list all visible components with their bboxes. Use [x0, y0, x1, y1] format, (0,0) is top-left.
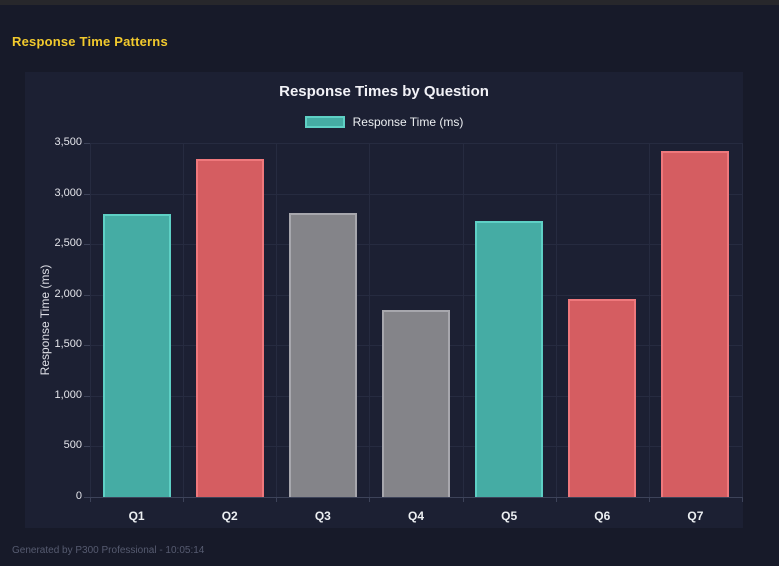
x-tick-mark: [90, 497, 91, 502]
y-tick-label: 3,000: [54, 186, 82, 199]
plot-area: [84, 143, 743, 502]
gridline-vertical: [648, 143, 650, 497]
page-title: Response Time Patterns: [12, 34, 168, 49]
x-axis-labels: Q1 Q2 Q3 Q4 Q5 Q6 Q7: [90, 509, 742, 525]
chart-title: Response Times by Question: [279, 83, 489, 100]
x-label-q5: Q5: [501, 509, 518, 523]
y-tick-label: 3,500: [54, 136, 82, 148]
legend-swatch: [304, 116, 345, 128]
x-tick-mark: [742, 497, 743, 502]
y-tick-mark: [84, 446, 90, 448]
gridline-horizontal: [90, 244, 742, 246]
y-tick-label: 0: [75, 490, 82, 502]
x-tick-mark: [462, 497, 464, 502]
x-tick-mark: [369, 497, 371, 502]
y-tick-mark: [84, 143, 90, 144]
x-label-q7: Q7: [687, 509, 704, 523]
y-tick-label: 2,500: [54, 237, 82, 250]
gridline-horizontal: [90, 294, 742, 296]
footer-text: Generated by P300 Professional - 10:05:1…: [12, 545, 205, 556]
x-label-q4: Q4: [407, 509, 424, 523]
y-tick-label: 1,000: [54, 388, 82, 401]
bar-q1[interactable]: [102, 213, 171, 497]
y-tick-label: 500: [63, 439, 82, 452]
x-tick-mark: [648, 497, 650, 502]
bar-q2[interactable]: [195, 159, 264, 497]
bar-q5[interactable]: [475, 220, 544, 497]
chart-card: Response Times by Question Response Time…: [25, 72, 743, 528]
x-tick-mark: [555, 497, 557, 502]
gridline-vertical: [90, 143, 91, 497]
gridline-vertical: [462, 143, 464, 497]
gridline-vertical: [183, 143, 185, 497]
x-label-q1: Q1: [128, 509, 145, 523]
y-tick-label: 1,500: [54, 338, 82, 351]
y-tick-mark: [84, 193, 90, 195]
x-label-q2: Q2: [221, 509, 238, 523]
y-tick-mark: [84, 497, 90, 498]
x-tick-mark: [276, 497, 278, 502]
bar-q6[interactable]: [568, 298, 637, 497]
x-label-q3: Q3: [314, 509, 331, 523]
gridline-vertical: [276, 143, 278, 497]
gridline-horizontal: [90, 143, 742, 144]
bar-q3[interactable]: [288, 212, 357, 497]
y-tick-mark: [84, 395, 90, 397]
y-tick-mark: [84, 345, 90, 347]
gridline-horizontal: [90, 193, 742, 195]
x-tick-mark: [183, 497, 185, 502]
bar-q4[interactable]: [382, 309, 450, 497]
top-bar: [0, 0, 779, 5]
x-label-q6: Q6: [594, 509, 611, 523]
y-axis-labels: 3,500 3,000 2,500 2,000 1,500 1,000 500 0: [25, 136, 82, 502]
y-tick-mark: [84, 294, 90, 296]
y-tick-mark: [84, 244, 90, 246]
bar-q7[interactable]: [661, 151, 730, 497]
gridline-vertical: [742, 143, 743, 497]
legend-label: Response Time (ms): [352, 115, 464, 129]
gridline-vertical: [369, 143, 371, 497]
chart-legend-item[interactable]: Response Time (ms): [25, 115, 743, 129]
gridline-vertical: [555, 143, 557, 497]
y-tick-label: 2,000: [54, 287, 82, 300]
